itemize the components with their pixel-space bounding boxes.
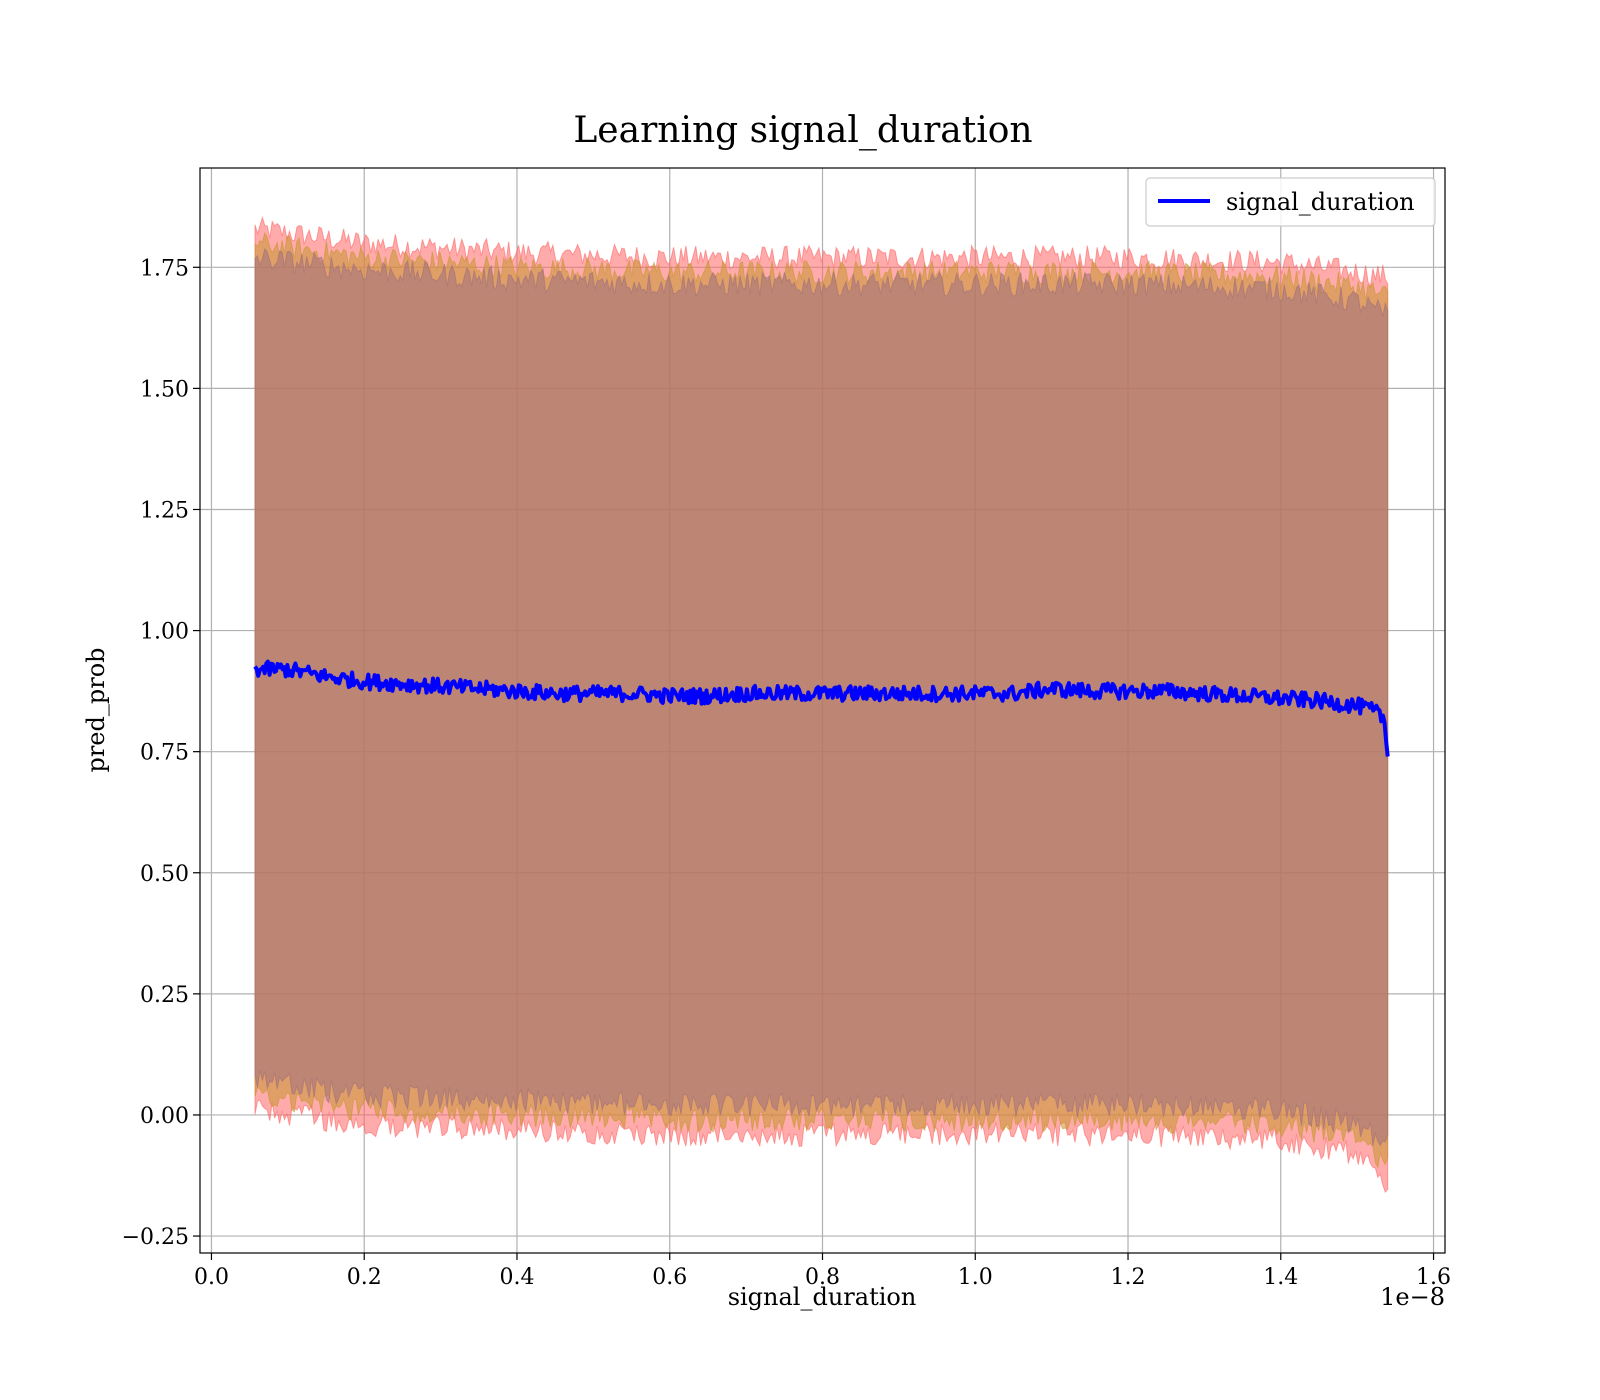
x-tick-label: 1.2 xyxy=(1111,1265,1146,1290)
x-tick-label: 0.2 xyxy=(347,1265,382,1290)
y-tick-label: 0.25 xyxy=(140,983,189,1008)
y-axis-ticks: −0.25 0.00 0.25 0.50 0.75 1.00 1.25 1.50 1.75 xyxy=(122,256,200,1250)
chart-title: Learning signal_duration xyxy=(573,110,1032,151)
y-tick-label: 0.50 xyxy=(140,862,189,887)
y-axis-label: pred_prob xyxy=(82,647,110,772)
y-tick-label: −0.25 xyxy=(122,1225,189,1250)
confidence-bands xyxy=(254,215,1389,1193)
series-lines xyxy=(253,659,1390,757)
y-tick-label: 1.75 xyxy=(140,256,189,281)
x-axis-ticks: 0.0 0.2 0.4 0.6 0.8 1.0 1.2 1.4 1.6 xyxy=(194,1253,1451,1290)
x-axis-label: signal_duration xyxy=(728,1283,917,1311)
legend-label-signal-duration: signal_duration xyxy=(1226,188,1415,216)
legend: signal_duration xyxy=(1145,177,1436,227)
x-axis-offset-label: 1e−8 xyxy=(1380,1283,1445,1311)
y-tick-label: 1.50 xyxy=(140,377,189,402)
x-tick-label: 0.0 xyxy=(194,1265,229,1290)
y-tick-label: 0.00 xyxy=(140,1104,189,1129)
y-tick-label: 1.25 xyxy=(140,498,189,523)
x-tick-label: 1.4 xyxy=(1263,1265,1298,1290)
series-line-0 xyxy=(253,659,1390,757)
legend-box xyxy=(1145,177,1436,227)
x-tick-label: 0.4 xyxy=(499,1265,534,1290)
y-tick-label: 1.00 xyxy=(140,620,189,645)
y-tick-label: 0.75 xyxy=(140,741,189,766)
x-tick-label: 1.0 xyxy=(958,1265,993,1290)
x-tick-label: 0.8 xyxy=(805,1265,840,1290)
x-tick-label: 1.6 xyxy=(1416,1265,1451,1290)
x-tick-label: 0.6 xyxy=(652,1265,687,1290)
